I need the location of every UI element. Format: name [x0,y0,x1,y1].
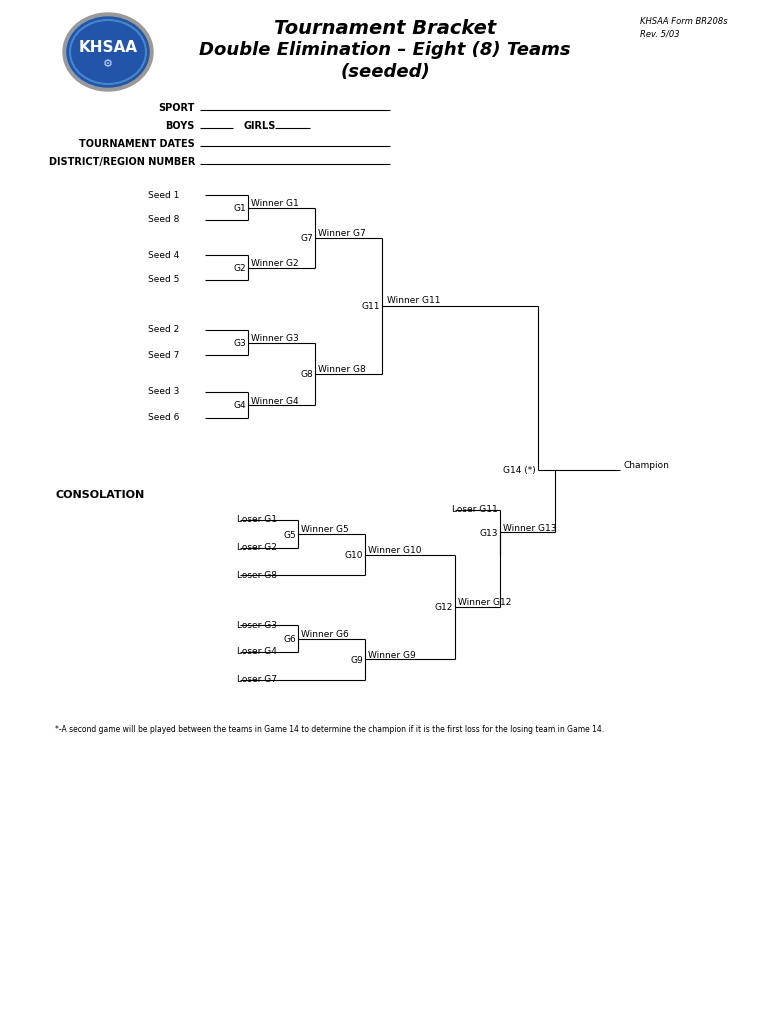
Text: GIRLS: GIRLS [243,121,276,131]
Text: Seed 6: Seed 6 [148,414,179,423]
Text: BOYS: BOYS [166,121,195,131]
Text: CONSOLATION: CONSOLATION [55,490,144,500]
Text: Winner G6: Winner G6 [301,630,349,639]
Text: G3: G3 [233,339,246,348]
Text: Loser G7: Loser G7 [237,676,277,684]
Text: G9: G9 [350,655,363,665]
Text: (seeded): (seeded) [340,63,430,81]
Text: Seed 7: Seed 7 [148,350,179,359]
Text: Seed 8: Seed 8 [148,215,179,224]
Text: Rev. 5/03: Rev. 5/03 [640,30,680,39]
Text: Winner G10: Winner G10 [368,546,421,555]
Text: G8: G8 [300,371,313,379]
Text: G11: G11 [361,302,380,311]
Text: Loser G8: Loser G8 [237,570,277,580]
Text: G6: G6 [283,635,296,644]
Text: G5: G5 [283,530,296,540]
Text: G1: G1 [233,204,246,213]
Text: Seed 2: Seed 2 [148,326,179,335]
Text: Loser G2: Loser G2 [237,544,277,553]
Text: Winner G4: Winner G4 [251,396,299,406]
Text: Winner G9: Winner G9 [368,650,416,659]
Text: DISTRICT/REGION NUMBER: DISTRICT/REGION NUMBER [49,157,195,167]
Text: Winner G3: Winner G3 [251,334,299,343]
Text: Champion: Champion [623,462,669,470]
Text: Winner G5: Winner G5 [301,525,349,535]
Text: ⚙: ⚙ [103,59,113,69]
Text: KHSAA: KHSAA [79,40,138,54]
Text: G10: G10 [344,551,363,560]
Text: G12: G12 [434,603,453,612]
Text: G4: G4 [233,401,246,411]
Text: G7: G7 [300,234,313,243]
Text: KHSAA Form BR208s: KHSAA Form BR208s [640,17,728,27]
Text: SPORT: SPORT [159,103,195,113]
Text: G13: G13 [480,528,498,538]
Text: Seed 1: Seed 1 [148,190,179,200]
Ellipse shape [67,17,149,87]
Text: G2: G2 [233,264,246,273]
Text: Seed 3: Seed 3 [148,387,179,396]
Text: Winner G12: Winner G12 [458,598,511,607]
Text: Seed 5: Seed 5 [148,275,179,285]
Text: Double Elimination – Eight (8) Teams: Double Elimination – Eight (8) Teams [199,41,571,59]
Text: Tournament Bracket: Tournament Bracket [274,18,496,38]
Text: Winner G8: Winner G8 [318,366,366,374]
Text: Winner G7: Winner G7 [318,229,366,238]
Text: Winner G2: Winner G2 [251,259,299,268]
Text: Loser G3: Loser G3 [237,621,277,630]
Text: Loser G4: Loser G4 [237,647,277,656]
Ellipse shape [63,13,153,91]
Text: Winner G13: Winner G13 [503,523,557,532]
Text: TOURNAMENT DATES: TOURNAMENT DATES [79,139,195,150]
Text: Winner G11: Winner G11 [387,296,440,305]
Text: G14 (*): G14 (*) [504,467,536,475]
Text: Loser G1: Loser G1 [237,515,277,524]
Text: *-A second game will be played between the teams in Game 14 to determine the cha: *-A second game will be played between t… [55,725,604,734]
Text: Loser G11: Loser G11 [452,506,497,514]
Text: Winner G1: Winner G1 [251,199,299,208]
Text: Seed 4: Seed 4 [148,251,179,259]
